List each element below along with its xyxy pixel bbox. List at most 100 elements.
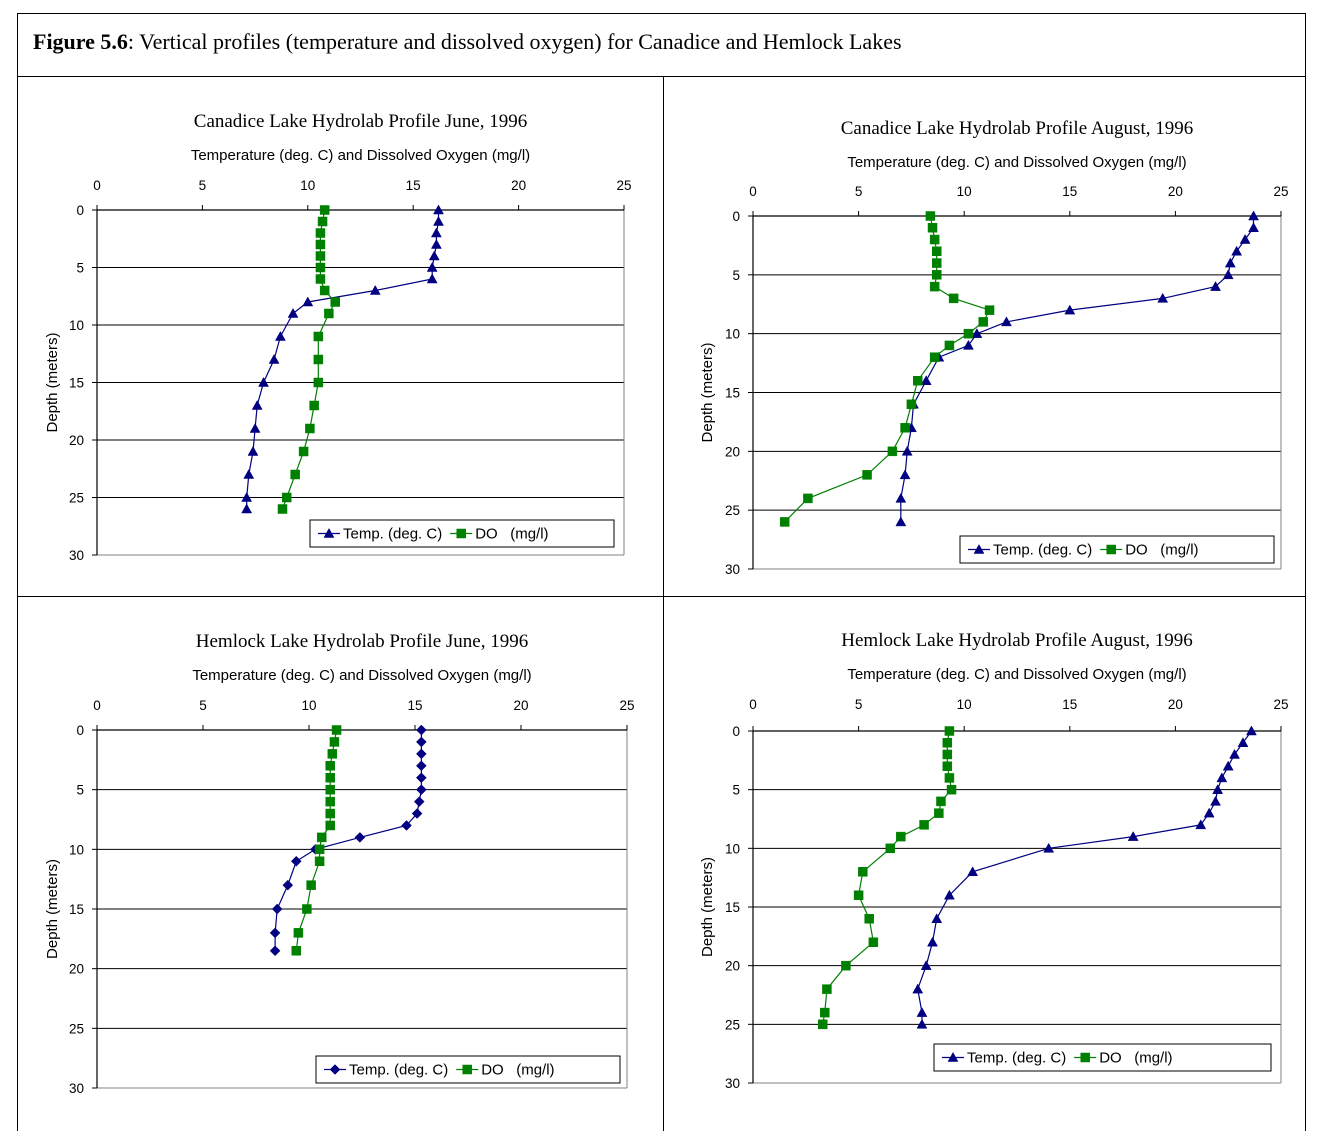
data-point-temp bbox=[912, 983, 924, 994]
x-tick-label: 20 bbox=[1168, 697, 1183, 712]
data-point-temp bbox=[369, 284, 381, 295]
data-point-do bbox=[929, 234, 940, 245]
x-tick-label: 25 bbox=[616, 178, 631, 193]
y-tick-label: 30 bbox=[725, 562, 740, 577]
data-point-do bbox=[316, 832, 327, 843]
data-point-do bbox=[868, 937, 879, 947]
data-point-temp bbox=[971, 328, 983, 338]
legend-marker bbox=[323, 527, 335, 538]
data-point-temp bbox=[426, 273, 438, 284]
x-tick-label: 10 bbox=[957, 184, 972, 199]
legend-label: Temp. (deg. C) bbox=[349, 1062, 448, 1079]
data-point-do bbox=[309, 400, 319, 411]
x-tick-label: 15 bbox=[407, 698, 422, 713]
y-tick-label: 15 bbox=[69, 376, 84, 391]
y-tick-label: 5 bbox=[76, 783, 84, 798]
data-point-temp bbox=[1231, 245, 1243, 256]
data-point-temp bbox=[1127, 831, 1139, 841]
legend-marker bbox=[462, 1064, 472, 1075]
data-point-do bbox=[931, 258, 942, 268]
x-tick-label: 20 bbox=[1168, 184, 1183, 199]
data-point-do bbox=[919, 820, 929, 830]
data-point-do bbox=[313, 331, 324, 342]
data-point-do bbox=[329, 737, 340, 747]
legend-marker bbox=[329, 1064, 341, 1075]
data-point-do bbox=[315, 228, 326, 238]
x-tick-label: 5 bbox=[199, 178, 207, 193]
data-point-temp bbox=[416, 748, 427, 760]
data-point-do bbox=[315, 251, 326, 261]
data-point-temp bbox=[1246, 725, 1257, 736]
data-point-temp bbox=[258, 376, 269, 387]
data-point-do bbox=[325, 820, 335, 831]
legend-marker bbox=[456, 528, 466, 539]
y-tick-label: 25 bbox=[725, 1017, 740, 1032]
data-point-do bbox=[929, 281, 940, 292]
data-point-do bbox=[325, 808, 335, 819]
figure-caption: Figure 5.6: Vertical profiles (temperatu… bbox=[17, 13, 1306, 77]
legend-marker bbox=[1106, 544, 1116, 555]
y-tick-label: 20 bbox=[69, 962, 84, 977]
data-point-temp bbox=[251, 399, 263, 410]
data-point-temp bbox=[899, 469, 911, 480]
data-point-temp bbox=[416, 736, 427, 748]
data-point-do bbox=[942, 761, 953, 771]
y-tick-label: 25 bbox=[69, 1021, 84, 1036]
data-point-do bbox=[948, 293, 959, 304]
data-point-temp bbox=[269, 945, 281, 957]
data-point-do bbox=[302, 904, 312, 914]
data-point-temp bbox=[243, 468, 255, 479]
y-tick-label: 20 bbox=[69, 433, 84, 448]
data-point-do bbox=[906, 399, 917, 410]
data-point-temp bbox=[426, 261, 438, 272]
data-point-temp bbox=[1212, 784, 1224, 794]
x-tick-label: 25 bbox=[1273, 184, 1288, 199]
data-point-temp bbox=[967, 866, 979, 877]
data-point-do bbox=[942, 737, 953, 748]
data-point-temp bbox=[416, 760, 427, 772]
data-point-temp bbox=[302, 296, 314, 307]
x-tick-label: 0 bbox=[749, 184, 757, 199]
data-point-temp bbox=[943, 889, 955, 900]
data-point-temp bbox=[1239, 234, 1251, 244]
figure-frame bbox=[17, 13, 1306, 1131]
legend-marker bbox=[947, 1051, 959, 1062]
data-point-do bbox=[929, 352, 940, 362]
figure-label: Figure 5.6 bbox=[33, 29, 128, 54]
data-point-do bbox=[820, 1007, 830, 1018]
y-tick-label: 15 bbox=[69, 902, 84, 917]
data-point-do bbox=[912, 375, 923, 386]
x-axis-label: Temperature (deg. C) and Dissolved Oxyge… bbox=[191, 147, 530, 164]
data-point-temp bbox=[1248, 210, 1259, 221]
data-point-do bbox=[325, 761, 335, 771]
data-point-do bbox=[853, 890, 864, 901]
chart-title: Hemlock Lake Hydrolab Profile August, 19… bbox=[841, 630, 1192, 651]
data-point-do bbox=[327, 749, 338, 759]
x-tick-label: 25 bbox=[619, 698, 634, 713]
x-axis-label: Temperature (deg. C) and Dissolved Oxyge… bbox=[192, 667, 531, 684]
panel-divider-vertical bbox=[663, 77, 664, 1131]
x-tick-label: 0 bbox=[93, 178, 101, 193]
data-point-temp bbox=[416, 724, 427, 736]
data-point-do bbox=[317, 216, 328, 227]
data-point-do bbox=[978, 317, 988, 327]
legend bbox=[933, 1043, 1272, 1072]
chart-hemlock-june: Hemlock Lake Hydrolab Profile June, 1996… bbox=[44, 631, 635, 1096]
data-point-do bbox=[864, 913, 874, 924]
data-point-temp bbox=[1248, 222, 1259, 233]
y-tick-label: 10 bbox=[725, 841, 740, 856]
data-point-do bbox=[946, 784, 957, 795]
data-point-temp bbox=[1001, 316, 1012, 327]
data-point-do bbox=[900, 423, 910, 433]
x-tick-label: 15 bbox=[406, 178, 421, 193]
data-point-do bbox=[293, 928, 304, 938]
data-point-do bbox=[314, 856, 325, 867]
data-point-do bbox=[325, 784, 335, 795]
series-line-do bbox=[295, 729, 338, 951]
series-line-temp bbox=[274, 730, 422, 951]
data-point-temp bbox=[901, 445, 913, 456]
data-point-temp bbox=[916, 1007, 928, 1017]
y-tick-label: 25 bbox=[725, 503, 740, 518]
data-point-do bbox=[325, 772, 335, 783]
data-point-do bbox=[319, 285, 330, 296]
